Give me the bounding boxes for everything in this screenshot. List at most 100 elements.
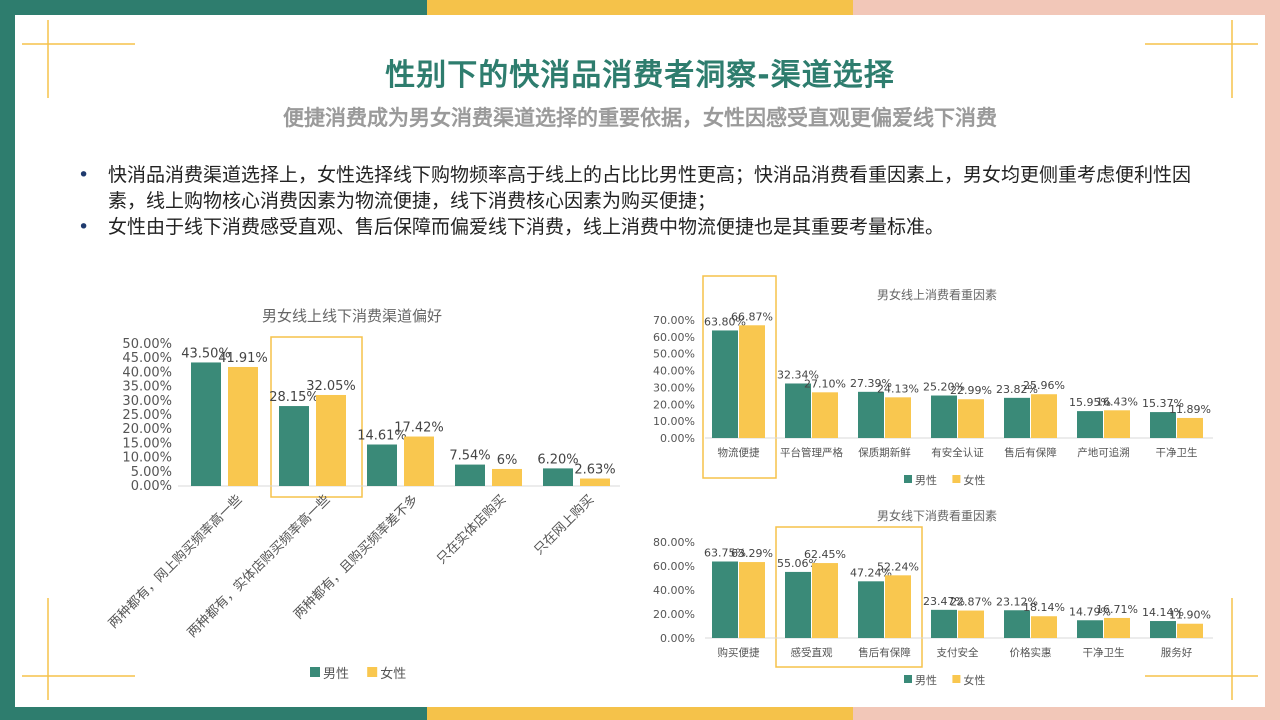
data-label: 22.99% [950, 384, 992, 397]
female-bar [1177, 417, 1203, 438]
male-bar [785, 571, 811, 638]
y-tick-label: 50.00% [122, 337, 172, 352]
top-accent-teal [0, 0, 427, 15]
data-label: 63.80% [704, 315, 746, 328]
data-label: 25.96% [1023, 379, 1065, 392]
female-bar [812, 563, 838, 638]
data-label: 23.47% [923, 595, 965, 608]
female-bar [1104, 617, 1130, 638]
legend-label: 女性 [963, 473, 985, 487]
category-label: 平台管理严格 [780, 446, 843, 459]
legend-label: 男性 [915, 473, 937, 487]
data-label: 6.20% [537, 452, 578, 467]
male-bar [367, 444, 397, 486]
female-bar [739, 562, 765, 638]
category-label: 干净卫生 [1156, 446, 1198, 459]
male-bar [1077, 620, 1103, 638]
chart-title: 男女线下消费看重因素 [877, 508, 997, 523]
female-bar [316, 394, 346, 486]
y-tick-label: 15.00% [122, 436, 172, 451]
category-label: 有安全认证 [931, 446, 984, 459]
y-tick-label: 40.00% [653, 584, 695, 597]
data-label: 7.54% [449, 449, 490, 464]
data-label: 27.10% [804, 377, 846, 390]
data-label: 11.89% [1169, 403, 1211, 416]
data-label: 28.15% [269, 390, 319, 405]
bullet-item: 女性由于线下消费感受直观、售后保障而偏爱线下消费，线上消费中物流便捷也是其重要考… [78, 214, 1208, 240]
data-label: 14.79% [1069, 605, 1111, 618]
male-bar [191, 362, 221, 486]
category-label: 价格实惠 [1010, 646, 1052, 659]
bottom-accent-pink [853, 707, 1280, 720]
legend-swatch [310, 667, 320, 677]
female-bar [1104, 410, 1130, 438]
top-accent-pink [853, 0, 1280, 15]
y-tick-label: 30.00% [122, 394, 172, 409]
data-label: 27.39% [850, 377, 892, 390]
y-tick-label: 30.00% [653, 381, 695, 394]
bullet-list: 快消品消费渠道选择上，女性选择线下购物频率高于线上的占比比男性更高；快消品消费看… [78, 162, 1208, 240]
chart-title: 男女线上消费看重因素 [877, 287, 997, 302]
chart-title: 男女线上线下消费渠道偏好 [262, 307, 442, 325]
legend-label: 男性 [915, 673, 937, 687]
category-label: 售后有保障 [858, 646, 911, 659]
data-label: 23.82% [996, 383, 1038, 396]
y-tick-label: 0.00% [660, 432, 695, 445]
top-accent-yellow [427, 0, 853, 15]
female-bar [885, 575, 911, 638]
female-bar [492, 468, 522, 486]
category-label: 售后有保障 [1004, 446, 1057, 459]
female-bar [1031, 394, 1057, 438]
female-bar [1177, 623, 1203, 638]
legend-swatch [952, 475, 961, 483]
right-border [1265, 0, 1280, 720]
data-label: 52.24% [877, 560, 919, 573]
legend-label: 男性 [323, 667, 349, 682]
y-tick-label: 50.00% [653, 348, 695, 361]
data-label: 47.24% [850, 566, 892, 579]
data-label: 15.37% [1142, 397, 1184, 410]
y-tick-label: 20.00% [122, 422, 172, 437]
data-label: 32.05% [306, 379, 356, 394]
male-bar [1150, 621, 1176, 638]
male-bar [279, 406, 309, 486]
data-label: 55.06% [777, 557, 819, 570]
female-bar [580, 478, 610, 486]
y-tick-label: 35.00% [122, 380, 172, 395]
data-label: 6% [497, 453, 518, 468]
female-bar [228, 366, 258, 486]
y-tick-label: 70.00% [653, 314, 695, 327]
data-label: 63.75% [704, 547, 746, 560]
data-label: 32.34% [777, 368, 819, 381]
male-bar [543, 468, 573, 486]
y-tick-label: 45.00% [122, 351, 172, 366]
male-bar [858, 581, 884, 638]
y-tick-label: 0.00% [131, 479, 172, 494]
legend-swatch [367, 667, 378, 677]
y-tick-label: 25.00% [122, 408, 172, 423]
highlight-box [270, 336, 363, 498]
y-tick-label: 0.00% [660, 632, 695, 645]
data-label: 66.87% [731, 310, 773, 323]
category-label: 干净卫生 [1083, 646, 1125, 659]
data-label: 63.29% [731, 547, 773, 560]
male-bar [1077, 411, 1103, 438]
male-bar [858, 391, 884, 438]
y-tick-label: 60.00% [653, 331, 695, 344]
female-bar [404, 436, 434, 486]
male-bar [1004, 397, 1030, 438]
data-label: 41.91% [218, 351, 268, 366]
legend-swatch [904, 675, 912, 683]
y-tick-label: 40.00% [653, 365, 695, 378]
male-bar [1150, 412, 1176, 438]
male-bar [712, 561, 738, 638]
female-bar [1031, 616, 1057, 638]
highlight-box [702, 275, 777, 479]
male-bar [455, 464, 485, 486]
legend-swatch [952, 675, 961, 683]
data-label: 16.71% [1096, 603, 1138, 616]
data-label: 18.14% [1023, 601, 1065, 614]
y-tick-label: 40.00% [122, 365, 172, 380]
category-label: 物流便捷 [718, 446, 760, 459]
